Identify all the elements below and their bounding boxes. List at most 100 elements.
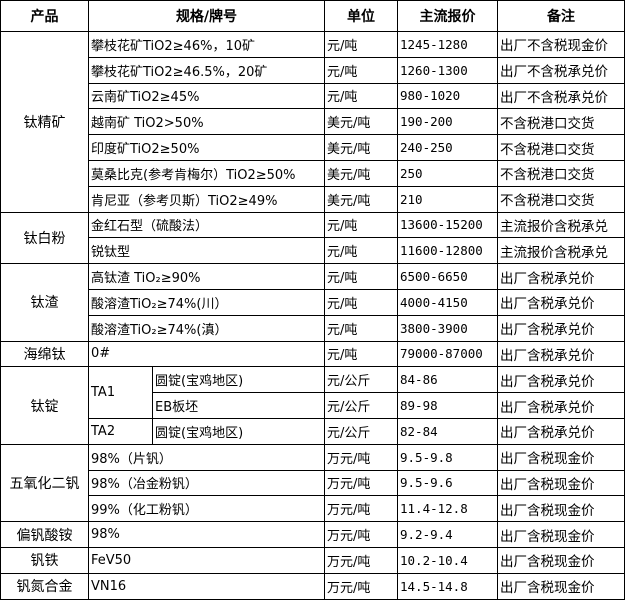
table-row: 莫桑比克(参考肯梅尔）TiO2≥50% 美元/吨 250 不含税港口交货 bbox=[1, 159, 625, 187]
spec-cell: 98% bbox=[88, 521, 325, 548]
product-cell: 钒氮合金 bbox=[0, 572, 89, 600]
product-cell: 钛精矿 bbox=[0, 31, 89, 213]
product-cell: 钒铁 bbox=[0, 546, 89, 574]
table-row: 钒铁 FeV50 万元/吨 10.2-10.4 出厂含税现金价 bbox=[0, 546, 625, 574]
unit-cell: 万元/吨 bbox=[324, 521, 398, 548]
table-row: 钛白粉 金红石型（硫酸法） 元/吨 13600-15200 主流报价含税承兑 bbox=[0, 211, 625, 265]
unit-cell: 元/公斤 bbox=[324, 366, 398, 394]
unit-cell: 元/吨 bbox=[324, 288, 398, 316]
note-cell: 出厂含税现金价 bbox=[497, 469, 625, 497]
price-cell: 79000-87000 bbox=[397, 340, 498, 368]
header-spec: 规格/牌号 bbox=[88, 0, 325, 32]
price-cell: 980-1020 bbox=[397, 82, 498, 110]
header-price: 主流报价 bbox=[397, 0, 498, 32]
spec-cell: 99%（化工粉钒） bbox=[88, 495, 325, 523]
header-row: 产品 规格/牌号 单位 主流报价 备注 bbox=[0, 0, 625, 32]
table-row: 锐钛型 元/吨 11600-12800 主流报价含税承兑 bbox=[1, 237, 625, 265]
table-row: 钛精矿 攀枝花矿TiO2≥46%，10矿 元/吨 1245-1280 出厂不含税现金价 bbox=[0, 31, 625, 213]
product-cell: 钛锭 bbox=[0, 366, 89, 445]
spec-cell: 圆锭(宝鸡地区) bbox=[152, 417, 325, 445]
table-row: 云南矿TiO2≥45% 元/吨 980-1020 出厂不含税承兑价 bbox=[1, 82, 625, 110]
price-cell: 4000-4150 bbox=[397, 288, 498, 316]
unit-cell: 万元/吨 bbox=[324, 572, 398, 600]
unit-cell: 美元/吨 bbox=[324, 185, 398, 213]
note-cell: 出厂不含税承兑价 bbox=[497, 56, 625, 84]
unit-cell: 元/吨 bbox=[324, 211, 398, 239]
table-row: 酸溶渣TiO₂≥74%(川） 元/吨 4000-4150 出厂含税承兑价 bbox=[1, 288, 625, 316]
header-unit: 单位 bbox=[324, 0, 398, 32]
spec-cell: 0# bbox=[88, 340, 325, 368]
table-row: EB板坯 元/公斤 89-98 出厂含税承兑价 bbox=[1, 392, 625, 419]
table-row: 五氧化二钒 98%（片钒） 万元/吨 9.5-9.8 出厂含税现金价 bbox=[0, 443, 625, 523]
product-cell: 偏钒酸铵 bbox=[0, 521, 89, 548]
header-product: 产品 bbox=[0, 0, 89, 32]
note-cell: 出厂不含税承兑价 bbox=[497, 82, 625, 110]
spec-cell: 攀枝花矿TiO2≥46.5%，20矿 bbox=[88, 56, 325, 84]
note-cell: 不含税港口交货 bbox=[497, 185, 625, 213]
table-row: 印度矿TiO2≥50% 美元/吨 240-250 不含税港口交货 bbox=[1, 134, 625, 161]
note-cell: 出厂含税现金价 bbox=[497, 443, 625, 471]
note-cell: 出厂含税现金价 bbox=[497, 572, 625, 600]
table-row: 钛锭 TA1 圆锭(宝鸡地区) 元/公斤 84-86 出厂含税承兑价 bbox=[0, 366, 625, 445]
note-cell: 主流报价含税承兑 bbox=[497, 237, 625, 265]
product-cell: 钛白粉 bbox=[0, 211, 89, 265]
note-cell: 出厂含税承兑价 bbox=[497, 288, 625, 316]
price-cell: 10.2-10.4 bbox=[397, 546, 498, 574]
grade-cell: TA1 bbox=[88, 366, 153, 419]
spec-cell: 98%（冶金粉钒） bbox=[88, 469, 325, 497]
table-row: 肯尼亚（参考贝斯）TiO2≥49% 美元/吨 210 不含税港口交货 bbox=[1, 185, 625, 213]
table-row: 偏钒酸铵 98% 万元/吨 9.2-9.4 出厂含税现金价 bbox=[0, 521, 625, 548]
table-row: 99%（化工粉钒） 万元/吨 11.4-12.8 出厂含税现金价 bbox=[1, 495, 625, 523]
table-row: 钛渣 高钛渣 TiO₂≥90% 元/吨 6500-6650 出厂含税承兑价 bbox=[0, 263, 625, 342]
note-cell: 出厂含税承兑价 bbox=[497, 392, 625, 419]
table-body: 钛精矿 攀枝花矿TiO2≥46%，10矿 元/吨 1245-1280 出厂不含税现金价攀… bbox=[0, 31, 625, 600]
unit-cell: 美元/吨 bbox=[324, 108, 398, 136]
price-cell: 11600-12800 bbox=[397, 237, 498, 265]
unit-cell: 万元/吨 bbox=[324, 443, 398, 471]
table-row: 钒氮合金 VN16 万元/吨 14.5-14.8 出厂含税现金价 bbox=[0, 572, 625, 600]
price-cell: 1260-1300 bbox=[397, 56, 498, 84]
unit-cell: 元/吨 bbox=[324, 263, 398, 290]
spec-cell: VN16 bbox=[88, 572, 325, 600]
unit-cell: 美元/吨 bbox=[324, 134, 398, 161]
spec-cell: 圆锭(宝鸡地区) bbox=[152, 366, 325, 394]
note-cell: 出厂含税承兑价 bbox=[497, 314, 625, 342]
unit-cell: 元/吨 bbox=[324, 340, 398, 368]
table-row: 攀枝花矿TiO2≥46.5%，20矿 元/吨 1260-1300 出厂不含税承兑价 bbox=[1, 56, 625, 84]
spec-cell: 高钛渣 TiO₂≥90% bbox=[88, 263, 325, 290]
product-cell: 海绵钛 bbox=[0, 340, 89, 368]
note-cell: 出厂含税承兑价 bbox=[497, 340, 625, 368]
unit-cell: 美元/吨 bbox=[324, 159, 398, 187]
table-row: 98%（冶金粉钒） 万元/吨 9.5-9.6 出厂含税现金价 bbox=[1, 469, 625, 497]
unit-cell: 元/公斤 bbox=[324, 417, 398, 445]
spec-cell: 越南矿 TiO2>50% bbox=[88, 108, 325, 136]
grade-cell: TA2 bbox=[88, 417, 153, 445]
product-cell: 钛渣 bbox=[0, 263, 89, 342]
price-cell: 14.5-14.8 bbox=[397, 572, 498, 600]
price-cell: 9.5-9.6 bbox=[397, 469, 498, 497]
price-cell: 210 bbox=[397, 185, 498, 213]
spec-cell: 金红石型（硫酸法） bbox=[88, 211, 325, 239]
unit-cell: 元/吨 bbox=[324, 314, 398, 342]
note-cell: 出厂不含税现金价 bbox=[497, 31, 625, 58]
price-cell: 89-98 bbox=[397, 392, 498, 419]
price-cell: 13600-15200 bbox=[397, 211, 498, 239]
header-note: 备注 bbox=[497, 0, 625, 32]
unit-cell: 万元/吨 bbox=[324, 469, 398, 497]
unit-cell: 万元/吨 bbox=[324, 495, 398, 523]
unit-cell: 元/吨 bbox=[324, 56, 398, 84]
unit-cell: 元/吨 bbox=[324, 237, 398, 265]
price-cell: 82-84 bbox=[397, 417, 498, 445]
note-cell: 出厂含税现金价 bbox=[497, 521, 625, 548]
note-cell: 出厂含税现金价 bbox=[497, 546, 625, 574]
price-cell: 1245-1280 bbox=[397, 31, 498, 58]
spec-cell: 锐钛型 bbox=[88, 237, 325, 265]
unit-cell: 元/吨 bbox=[324, 82, 398, 110]
table-row: 越南矿 TiO2>50% 美元/吨 190-200 不含税港口交货 bbox=[1, 108, 625, 136]
unit-cell: 元/吨 bbox=[324, 31, 398, 58]
product-cell: 五氧化二钒 bbox=[0, 443, 89, 523]
note-cell: 出厂含税承兑价 bbox=[497, 417, 625, 445]
spec-cell: 酸溶渣TiO₂≥74%(滇） bbox=[88, 314, 325, 342]
price-cell: 84-86 bbox=[397, 366, 498, 394]
